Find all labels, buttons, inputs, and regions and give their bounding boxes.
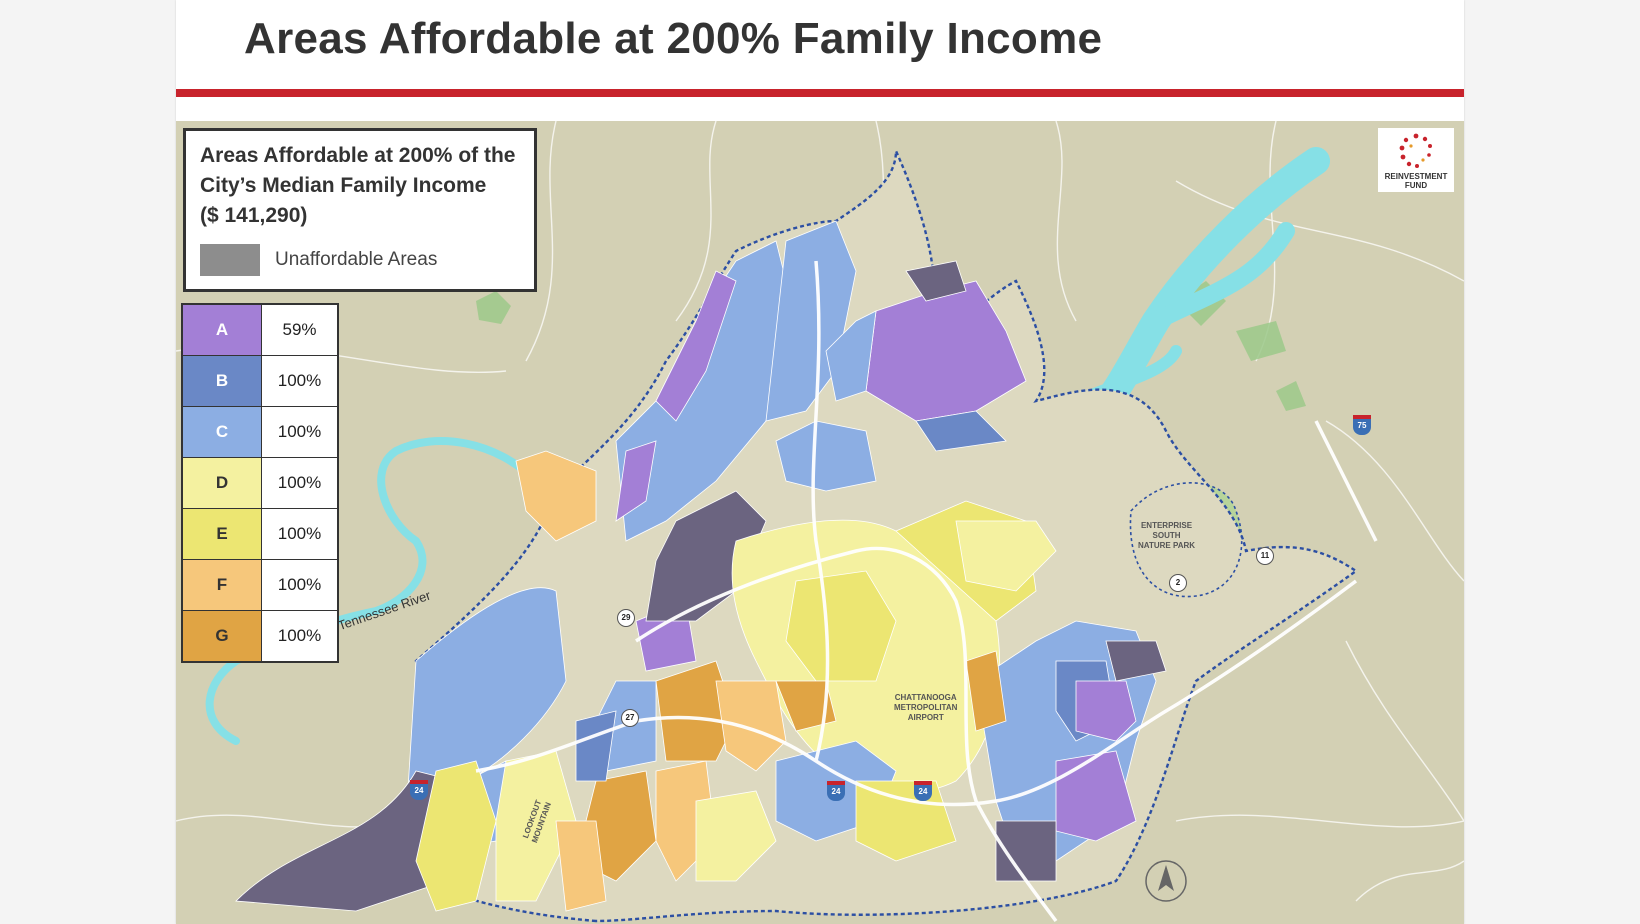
grade-label: E bbox=[181, 508, 262, 560]
logo-ring-icon bbox=[1399, 133, 1432, 168]
grade-row: G 100% bbox=[181, 610, 339, 663]
unaffordable-swatch bbox=[200, 244, 260, 276]
route-27-shield: 27 bbox=[621, 709, 639, 727]
grade-row: F 100% bbox=[181, 559, 339, 611]
interstate-24-shield-west: 24 bbox=[410, 780, 428, 800]
logo-text: REINVESTMENT FUND bbox=[1384, 172, 1448, 190]
legend-heading-line3: ($ 141,290) bbox=[200, 204, 308, 227]
grade-label: A bbox=[181, 303, 262, 356]
grade-label: B bbox=[181, 355, 262, 407]
map-canvas bbox=[176, 121, 1464, 924]
grade-row: C 100% bbox=[181, 406, 339, 458]
affordability-map[interactable]: Areas Affordable at 200% of the City’s M… bbox=[176, 121, 1464, 924]
grade-row: A 59% bbox=[181, 303, 339, 356]
route-2-shield: 2 bbox=[1169, 574, 1187, 592]
slide: Areas Affordable at 200% Family Income bbox=[176, 0, 1464, 924]
grade-percent: 100% bbox=[261, 355, 339, 407]
interstate-75-shield: 75 bbox=[1353, 415, 1371, 435]
grade-label: G bbox=[181, 610, 262, 663]
legend-unaffordable: Unaffordable Areas bbox=[200, 244, 437, 276]
interstate-24-shield-center: 24 bbox=[827, 781, 845, 801]
grade-label: D bbox=[181, 457, 262, 509]
grade-table: A 59% B 100% C 100% D 100% E 100% F 100% G 100% bbox=[181, 303, 339, 663]
route-11-shield: 11 bbox=[1256, 547, 1274, 565]
airport-label: CHATTANOOGA METROPOLITAN AIRPORT bbox=[894, 693, 958, 722]
grade-percent: 100% bbox=[261, 559, 339, 611]
grade-percent: 59% bbox=[261, 303, 339, 356]
interstate-24-shield-east: 24 bbox=[914, 781, 932, 801]
grade-row: D 100% bbox=[181, 457, 339, 509]
legend-heading-line2: City’s Median Family Income bbox=[200, 174, 487, 197]
slide-title: Areas Affordable at 200% Family Income bbox=[244, 14, 1103, 63]
route-29-shield: 29 bbox=[617, 609, 635, 627]
grade-percent: 100% bbox=[261, 508, 339, 560]
unaffordable-label: Unaffordable Areas bbox=[275, 249, 438, 270]
highways bbox=[475, 260, 1378, 923]
grade-row: E 100% bbox=[181, 508, 339, 560]
legend-heading-line1: Areas Affordable at 200% of the bbox=[200, 144, 516, 167]
reinvestment-fund-logo: REINVESTMENT FUND bbox=[1378, 128, 1454, 192]
north-arrow bbox=[1145, 860, 1187, 902]
grade-percent: 100% bbox=[261, 457, 339, 509]
grade-label: C bbox=[181, 406, 262, 458]
grade-percent: 100% bbox=[261, 610, 339, 663]
park-label: ENTERPRISE SOUTH NATURE PARK bbox=[1138, 521, 1196, 550]
grade-row: B 100% bbox=[181, 355, 339, 407]
affordability-polygons bbox=[235, 220, 1167, 912]
grade-percent: 100% bbox=[261, 406, 339, 458]
title-divider bbox=[176, 89, 1464, 97]
legend-box: Areas Affordable at 200% of the City’s M… bbox=[183, 128, 537, 292]
grade-label: F bbox=[181, 559, 262, 611]
